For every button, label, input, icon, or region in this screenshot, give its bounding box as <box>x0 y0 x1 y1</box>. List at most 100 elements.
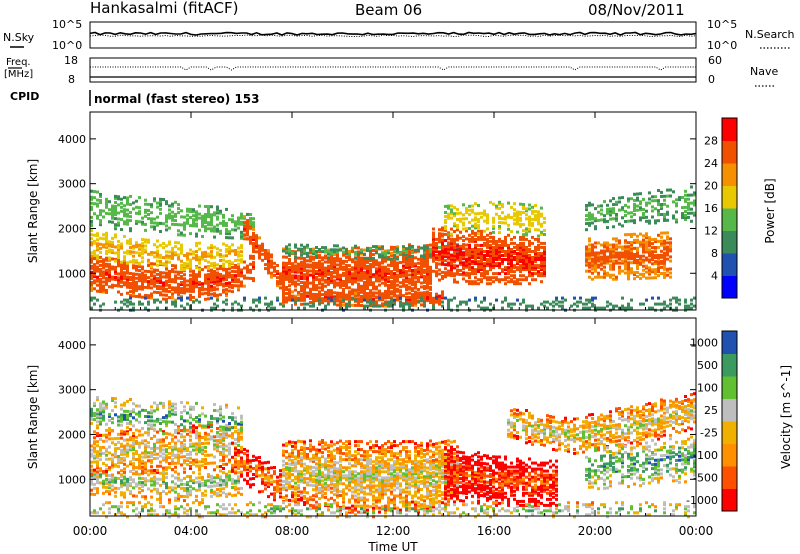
data-cell <box>165 256 168 260</box>
data-cell <box>288 280 291 284</box>
data-cell <box>507 248 510 251</box>
data-cell <box>510 306 513 310</box>
data-cell <box>606 257 609 261</box>
data-cell <box>141 275 144 279</box>
data-cell <box>495 206 498 210</box>
data-cell <box>591 221 594 225</box>
data-cell <box>222 254 225 258</box>
data-cell <box>492 245 495 249</box>
data-cell <box>240 270 243 274</box>
data-cell <box>342 271 345 275</box>
data-cell <box>627 271 630 275</box>
data-cell <box>468 272 471 276</box>
data-cell <box>135 435 138 439</box>
data-cell <box>249 306 252 310</box>
data-cell <box>126 279 129 283</box>
data-cell <box>252 267 255 270</box>
data-cell <box>279 272 282 276</box>
data-cell <box>114 463 117 467</box>
data-cell <box>429 281 432 285</box>
data-cell <box>489 278 492 282</box>
data-cell <box>306 291 309 295</box>
data-cell <box>150 278 153 282</box>
data-cell <box>129 462 132 466</box>
data-cell <box>474 248 477 251</box>
data-cell <box>186 446 189 450</box>
data-cell <box>303 306 306 310</box>
data-cell <box>207 265 210 269</box>
data-cell <box>93 440 96 444</box>
data-cell <box>615 261 618 265</box>
data-cell <box>531 211 534 215</box>
data-cell <box>96 244 99 248</box>
data-cell <box>435 264 438 268</box>
data-cell <box>153 487 156 491</box>
data-cell <box>477 268 480 272</box>
data-cell <box>138 265 141 269</box>
data-cell <box>609 199 612 203</box>
data-cell <box>483 256 486 259</box>
data-cell <box>237 487 240 491</box>
data-cell <box>615 259 618 263</box>
data-cell <box>96 238 99 242</box>
data-cell <box>324 295 327 299</box>
data-cell <box>162 490 165 494</box>
data-cell <box>447 263 450 267</box>
data-cell <box>663 300 666 304</box>
data-cell <box>315 250 318 253</box>
data-cell <box>249 254 252 258</box>
data-cell <box>510 237 513 241</box>
data-cell <box>123 452 126 456</box>
data-cell <box>270 300 273 304</box>
data-cell <box>396 267 399 271</box>
data-cell <box>174 465 177 469</box>
data-cell <box>501 262 504 266</box>
data-cell <box>525 229 528 233</box>
data-cell <box>399 273 402 277</box>
data-cell <box>120 456 123 460</box>
data-cell <box>318 282 321 286</box>
data-cell <box>390 290 393 294</box>
data-cell <box>225 224 228 227</box>
data-cell <box>117 432 120 436</box>
data-cell <box>105 469 108 473</box>
data-cell <box>438 302 441 306</box>
data-cell <box>489 254 492 257</box>
data-cell <box>213 261 216 265</box>
data-cell <box>525 207 528 211</box>
data-cell <box>96 261 99 265</box>
data-cell <box>153 298 156 302</box>
data-cell <box>222 487 225 491</box>
data-cell <box>441 240 444 244</box>
data-cell <box>258 248 261 252</box>
data-cell <box>525 250 528 253</box>
data-cell <box>603 261 606 265</box>
data-cell <box>210 219 213 223</box>
data-cell <box>195 488 198 492</box>
data-cell <box>507 302 510 306</box>
data-cell <box>303 287 306 291</box>
data-cell <box>663 302 666 306</box>
data-cell <box>465 259 468 263</box>
data-cell <box>204 493 207 497</box>
data-cell <box>432 239 435 243</box>
data-cell <box>252 254 255 258</box>
data-cell <box>327 258 330 262</box>
data-cell <box>420 296 423 300</box>
data-cell <box>363 276 366 280</box>
data-cell <box>354 288 357 292</box>
data-cell <box>540 224 543 228</box>
data-cell <box>183 289 186 293</box>
data-cell <box>435 241 438 245</box>
data-cell <box>615 239 618 243</box>
data-cell <box>174 223 177 226</box>
data-cell <box>159 255 162 259</box>
data-cell <box>420 257 423 261</box>
data-cell <box>396 273 399 277</box>
data-cell <box>405 276 408 280</box>
data-cell <box>108 468 111 472</box>
data-cell <box>492 258 495 261</box>
data-cell <box>150 217 153 221</box>
data-cell <box>516 262 519 266</box>
data-cell <box>477 278 480 282</box>
